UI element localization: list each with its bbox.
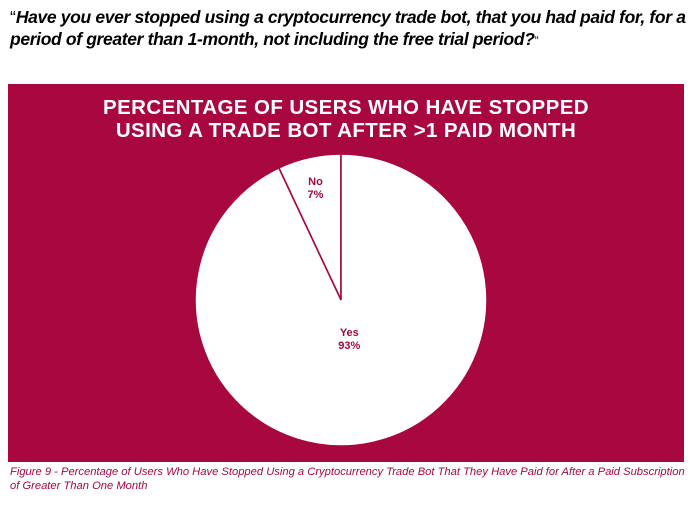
slice-value-no: 7% — [308, 189, 324, 201]
chart-panel: PERCENTAGE OF USERS WHO HAVE STOPPED USI… — [8, 84, 684, 462]
slice-value-yes: 93% — [338, 340, 360, 352]
slice-label-yes: Yes — [340, 327, 359, 339]
pie-slice-yes — [194, 153, 488, 447]
close-quote: ” — [534, 34, 539, 48]
chart-title-line-1: PERCENTAGE OF USERS WHO HAVE STOPPED — [103, 96, 589, 119]
figure-caption: Figure 9 - Percentage of Users Who Have … — [10, 466, 685, 492]
chart-title: PERCENTAGE OF USERS WHO HAVE STOPPED USI… — [8, 96, 684, 142]
question-text: Have you ever stopped using a cryptocurr… — [10, 7, 686, 49]
slice-label-no: No — [308, 176, 323, 188]
survey-question: “Have you ever stopped using a cryptocur… — [10, 6, 686, 52]
chart-title-line-2: USING A TRADE BOT AFTER >1 PAID MONTH — [115, 119, 577, 142]
open-quote: “ — [10, 7, 16, 27]
